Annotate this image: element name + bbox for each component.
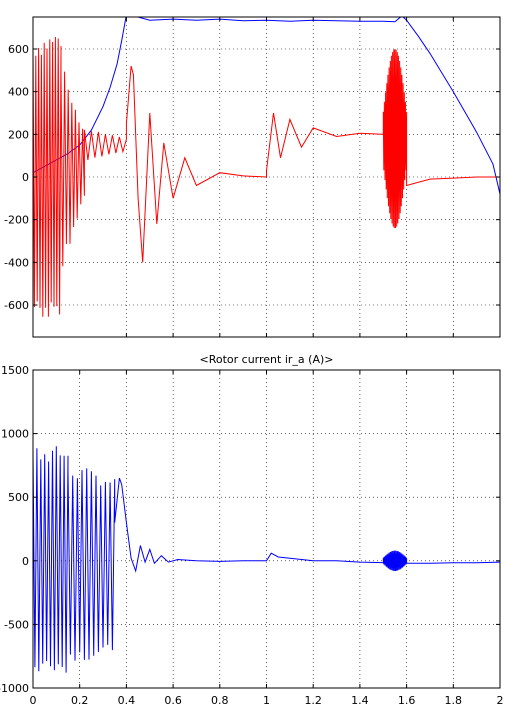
x-tick-label: 0.6 — [164, 694, 182, 707]
x-tick-label: 1.8 — [445, 694, 463, 707]
plot-top: -600 -400 -200 0 200 400 600 — [4, 16, 501, 338]
y-tick-label: -400 — [4, 256, 29, 269]
x-tick-label: 0 — [30, 694, 37, 707]
y-tick-label: 1500 — [1, 364, 29, 377]
y-tick-label: -200 — [4, 214, 29, 227]
y-tick-label: 600 — [8, 43, 29, 56]
x-tick-label: 1.6 — [398, 694, 416, 707]
y-tick-label: 0 — [22, 171, 29, 184]
x-tick-label: 0.8 — [211, 694, 229, 707]
ticks-bottom: 0 0.2 0.4 0.6 0.8 1 1.2 1.4 1.6 1.8 2 -1000 -500 0 500… — [0, 364, 504, 707]
x-tick-label: 2 — [497, 694, 504, 707]
plot-bottom: <Rotor current ir_a (A)> 0 0.2 0.4 0.6 0.8 1 1… — [0, 353, 504, 707]
y-tick-label: 400 — [8, 86, 29, 99]
y-tick-label: -500 — [4, 618, 29, 631]
plot-title-rotor-current: <Rotor current ir_a (A)> — [200, 353, 334, 366]
y-tick-label: 200 — [8, 128, 29, 141]
y-tick-label: 0 — [22, 555, 29, 568]
series-line-0-1 — [33, 36, 500, 317]
ticks-top: -600 -400 -200 0 200 400 600 — [4, 17, 501, 337]
x-tick-label: 1 — [263, 694, 270, 707]
series-group-bottom — [33, 446, 500, 673]
y-tick-label: 500 — [8, 491, 29, 504]
x-tick-label: 0.4 — [118, 694, 136, 707]
series-line-1-0 — [33, 446, 500, 673]
y-tick-label: -600 — [4, 299, 29, 312]
x-tick-label: 0.2 — [71, 694, 89, 707]
y-tick-label: 1000 — [1, 428, 29, 441]
y-tick-label: -1000 — [0, 682, 29, 695]
x-tick-label: 1.4 — [351, 694, 369, 707]
x-tick-label: 1.2 — [304, 694, 322, 707]
